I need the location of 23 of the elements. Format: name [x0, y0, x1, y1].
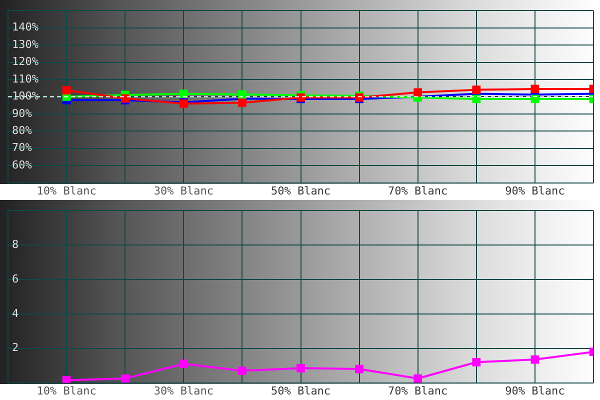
y-tick-label: 130% [12, 38, 39, 51]
y-tick-label: 90% [12, 106, 32, 120]
x-tick-label: 90% Blanc [505, 184, 565, 198]
x-tick-label: 10% Blanc [36, 384, 96, 398]
x-tick-label: 70% Blanc [388, 184, 448, 198]
y-tick-label: 110% [12, 72, 39, 86]
y-tick-label: 120% [12, 55, 39, 68]
x-tick-label: 90% Blanc [505, 384, 565, 398]
x-tick-label: 30% Blanc [154, 384, 214, 398]
y-tick-label: 140% [12, 20, 39, 34]
y-tick-label: 6 [12, 272, 19, 286]
y-tick-label: 4 [12, 306, 19, 320]
y-tick-label: 8 [12, 238, 19, 251]
x-tick-label: 30% Blanc [154, 184, 214, 198]
y-tick-label: 80% [12, 124, 32, 137]
x-tick-label: 50% Blanc [270, 384, 331, 398]
x-tick-label: 70% Blanc [388, 384, 448, 398]
x-tick-label: 50% Blanc [270, 184, 331, 198]
y-tick-label: 60% [12, 158, 32, 172]
y-tick-label: 100% [12, 90, 39, 103]
y-tick-label: 2 [12, 341, 19, 354]
x-tick-label: 10% Blanc [36, 184, 96, 198]
y-tick-label: 70% [12, 141, 32, 154]
